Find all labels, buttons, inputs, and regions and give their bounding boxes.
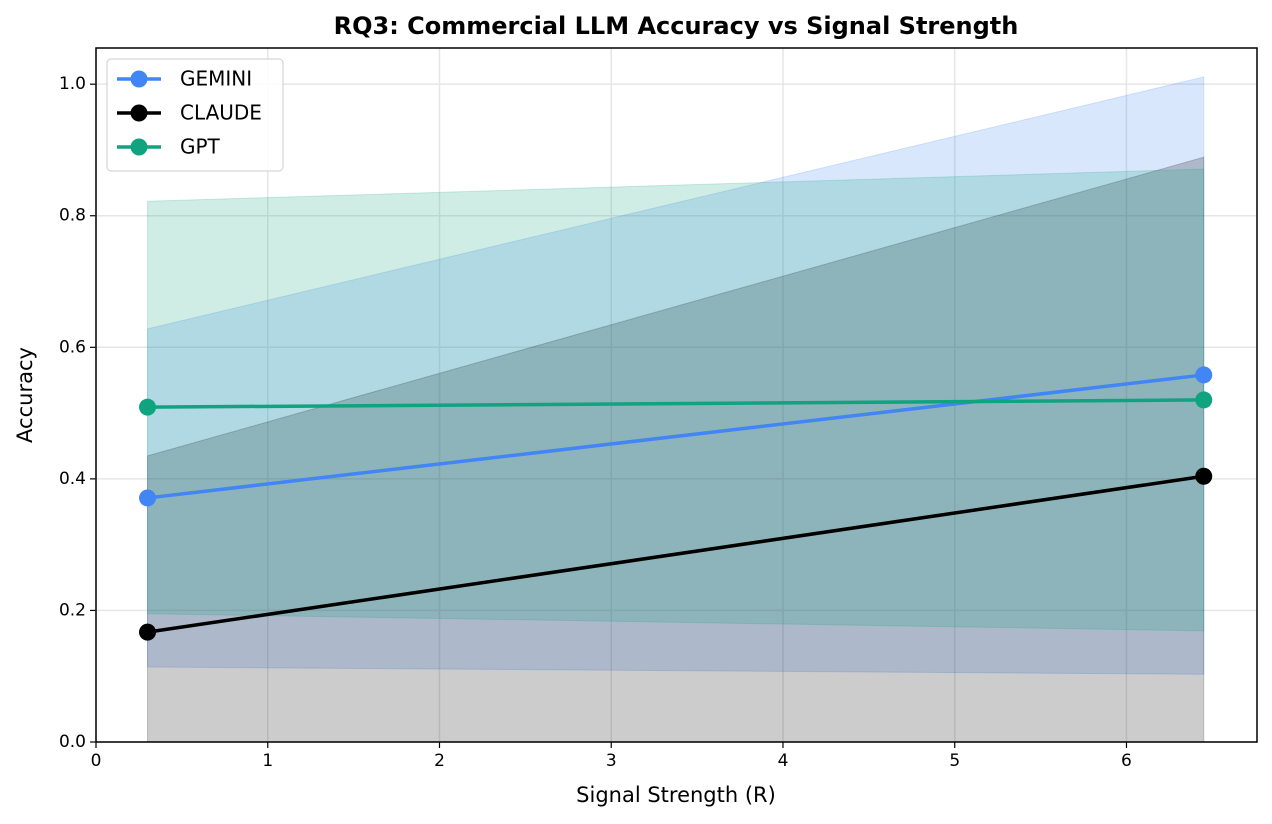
- legend-marker: [130, 104, 148, 122]
- series-line: [147, 398, 1204, 409]
- legend-box: [106, 58, 284, 172]
- series-line: [147, 373, 1204, 500]
- x-tick-label: 2: [434, 751, 445, 771]
- legend-label: GEMINI: [180, 67, 252, 91]
- series-line: [147, 474, 1205, 634]
- x-tick-label: 3: [606, 751, 617, 771]
- confidence-band: [147, 76, 1205, 675]
- x-tick-label: 4: [778, 751, 789, 771]
- x-axis-label: Signal Strength (R): [576, 783, 776, 807]
- y-tick-label: 0.2: [59, 600, 86, 620]
- point: [1195, 467, 1213, 485]
- legend-label: CLAUDE: [180, 101, 262, 125]
- y-axis-label: Accuracy: [13, 347, 37, 443]
- legend-label: GPT: [180, 135, 221, 159]
- legend: GEMINI CLAUDE GPT: [106, 58, 284, 172]
- point: [139, 489, 157, 507]
- y-tick-label: 1.0: [59, 74, 86, 94]
- plot-frame: [95, 47, 1258, 743]
- y-tick-label: 0.4: [59, 469, 86, 489]
- x-tick-label: 0: [91, 751, 102, 771]
- point: [1195, 366, 1213, 384]
- x-tick-label: 1: [262, 751, 273, 771]
- point: [139, 398, 157, 416]
- chart-title: RQ3: Commercial LLM Accuracy vs Signal S…: [334, 12, 1019, 40]
- y-tick-label: 0.0: [59, 732, 86, 752]
- x-tick-label: 5: [949, 751, 960, 771]
- point: [1195, 391, 1213, 409]
- y-tick-label: 0.6: [59, 337, 86, 357]
- y-tick-label: 0.8: [59, 206, 86, 226]
- legend-marker: [130, 138, 148, 156]
- point: [139, 623, 157, 641]
- legend-marker: [130, 70, 148, 88]
- x-tick-label: 6: [1121, 751, 1132, 771]
